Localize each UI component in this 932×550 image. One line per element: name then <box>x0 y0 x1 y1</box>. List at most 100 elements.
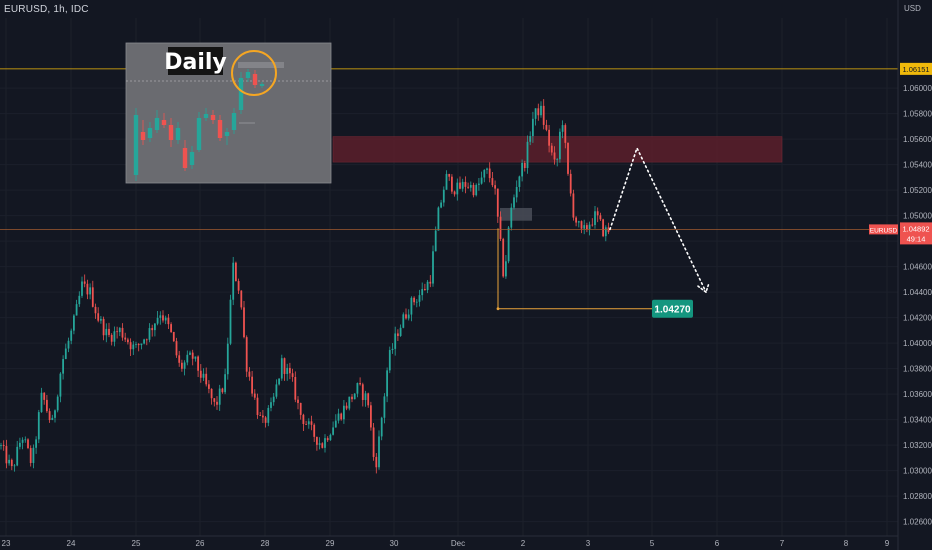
candle-body <box>364 393 367 401</box>
inset-panel <box>125 42 332 184</box>
x-tick-label: 29 <box>326 539 335 548</box>
candle-body <box>251 376 253 394</box>
countdown-text: 49:14 <box>907 234 926 243</box>
candle-body <box>100 318 102 321</box>
y-tick-label: 1.03800 <box>903 365 932 374</box>
candle-body <box>24 439 27 441</box>
candle-body <box>510 207 513 228</box>
candle-body <box>154 323 156 331</box>
candle-body <box>5 446 8 464</box>
candle-body <box>218 388 221 405</box>
top-level-badge <box>900 62 932 75</box>
projection-path <box>609 145 707 293</box>
inset-candle-body <box>231 113 237 130</box>
candle-body <box>391 348 394 351</box>
candle-body <box>542 105 545 125</box>
candle-body <box>586 225 588 230</box>
candle-body <box>272 396 275 403</box>
candle-body <box>316 436 318 445</box>
candle-body <box>10 459 13 467</box>
x-tick-label: 8 <box>844 539 849 548</box>
candle-body <box>256 397 259 415</box>
candle-body <box>548 129 550 146</box>
inset-label: Daily <box>164 50 227 75</box>
candle-body <box>124 337 127 340</box>
resistance-zone <box>332 136 783 163</box>
x-tick-label: 30 <box>390 539 399 548</box>
candle-body <box>604 227 607 237</box>
top-level-badge-text: 1.06151 <box>902 65 929 74</box>
candle-body <box>248 371 251 377</box>
candle-body <box>221 388 224 393</box>
inset-candle-body <box>189 152 195 165</box>
candle-body <box>437 207 440 231</box>
x-tick-label: 2 <box>521 539 526 548</box>
candle-body <box>94 306 97 314</box>
candle-body <box>289 367 291 374</box>
candle-body <box>434 230 437 252</box>
price-axis[interactable]: USD 1.06000 1.05800 1.05600 1.05400 1.05200 1… <box>897 0 932 550</box>
candle-body <box>73 315 75 331</box>
candle-body <box>35 439 37 448</box>
time-axis[interactable]: 23 24 25 26 28 29 30 Dec 2 3 5 6 7 8 9 <box>0 535 898 548</box>
candle-body <box>118 327 121 333</box>
y-tick-label: 1.05400 <box>903 161 932 170</box>
candle-body <box>405 314 407 319</box>
candle-body <box>70 330 73 341</box>
candle-body <box>537 108 540 116</box>
candle-body <box>469 184 472 188</box>
candle-body <box>345 405 348 409</box>
inset-candle-body <box>182 148 188 168</box>
candle-body <box>243 307 245 338</box>
candle-body <box>502 238 505 277</box>
candle-body <box>472 184 475 196</box>
candle-body <box>156 317 159 324</box>
candle-body <box>48 411 51 421</box>
y-tick-label: 1.04000 <box>903 339 932 348</box>
candle-body <box>81 281 83 296</box>
inset-candle-body <box>168 125 174 140</box>
candle-body <box>275 384 278 397</box>
x-tick-label: 3 <box>586 539 591 548</box>
candle-body <box>567 142 569 174</box>
inset-candle-body <box>252 74 258 85</box>
candle-body <box>191 352 194 359</box>
candle-body <box>102 318 105 336</box>
candle-body <box>480 177 483 184</box>
candle-body <box>307 421 310 425</box>
candle-body <box>523 162 526 168</box>
candle-body <box>205 373 208 385</box>
target-badge-text: 1.04270 <box>654 305 691 316</box>
candle-body <box>29 448 32 463</box>
candle-body <box>183 362 186 369</box>
candle-body <box>121 327 124 338</box>
y-tick-label: 1.05200 <box>903 186 932 195</box>
candle-body <box>483 169 486 178</box>
candle-body <box>129 342 132 350</box>
target-anchor-dot <box>496 307 500 311</box>
candle-body <box>175 341 178 356</box>
current-price-badge <box>900 222 932 245</box>
candle-body <box>464 181 467 187</box>
symbol-label[interactable]: EURUSD, 1h, IDC <box>4 4 89 15</box>
candle-body <box>297 399 299 403</box>
inset-candle-body <box>238 78 244 110</box>
candle-body <box>348 396 351 409</box>
candle-body <box>534 108 537 119</box>
small-zone <box>500 207 532 221</box>
candle-body <box>237 281 240 291</box>
candle-body <box>559 131 561 160</box>
candle-body <box>253 393 256 398</box>
candle-body <box>324 438 326 448</box>
inset-candle-body <box>175 128 181 140</box>
candle-body <box>132 344 135 350</box>
candle-body <box>305 424 307 425</box>
candle-body <box>432 251 434 284</box>
candle-body <box>194 356 197 359</box>
x-tick-label: 23 <box>2 539 11 548</box>
candle-body <box>267 407 270 423</box>
y-tick-label: 1.04400 <box>903 288 932 297</box>
x-tick-label: 9 <box>885 539 890 548</box>
candle-body <box>588 224 591 230</box>
